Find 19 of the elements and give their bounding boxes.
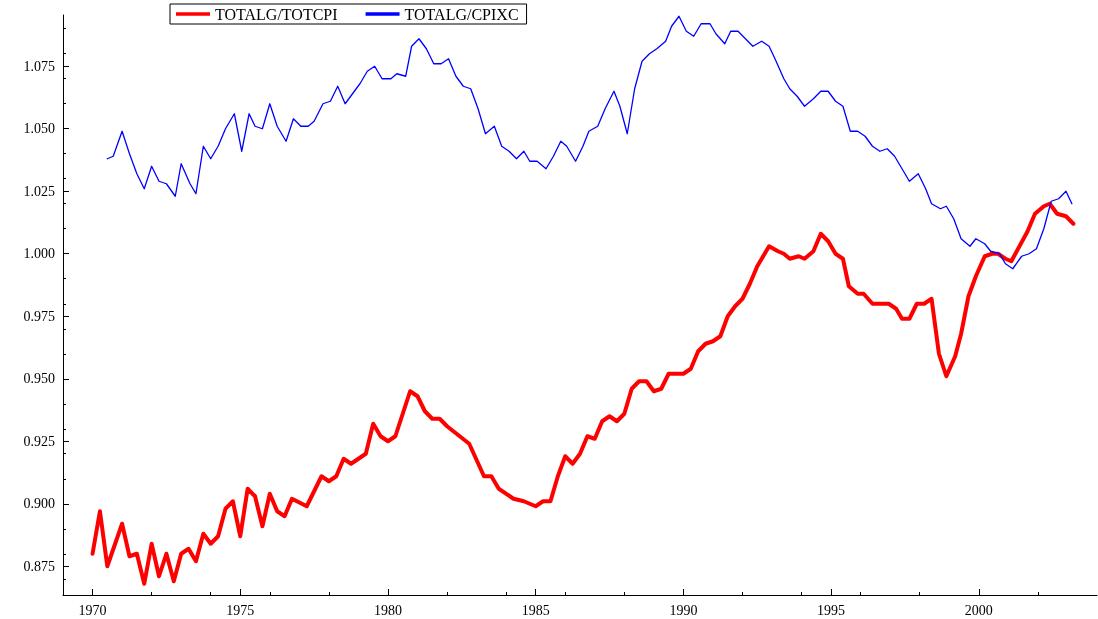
x-tick-label: 1990 [669, 602, 698, 618]
line-series [90, 201, 1076, 586]
x-tick-label: 1985 [521, 602, 550, 618]
y-tick-label: 0.950 [23, 371, 55, 387]
x-tick-label: 1995 [817, 602, 846, 618]
y-tick-label: 0.900 [23, 496, 55, 512]
x-tick-label: 1970 [78, 602, 107, 618]
x-tick-label: 2000 [964, 602, 993, 618]
y-tick-label: 1.075 [23, 58, 55, 74]
x-tick-label: 1980 [373, 602, 402, 618]
y-tick-label: 1.025 [23, 183, 55, 199]
y-tick-label: 0.925 [23, 433, 55, 449]
x-tick-label: 1975 [226, 602, 255, 618]
y-tick-label: 1.000 [23, 246, 55, 262]
legend-label: TOTALG/CPIXC [404, 5, 519, 23]
y-tick-label: 0.975 [23, 308, 55, 324]
y-tick-label: 1.050 [23, 121, 55, 137]
y-tick-label: 0.875 [23, 558, 55, 574]
legend-label: TOTALG/TOTCPI [215, 5, 338, 23]
